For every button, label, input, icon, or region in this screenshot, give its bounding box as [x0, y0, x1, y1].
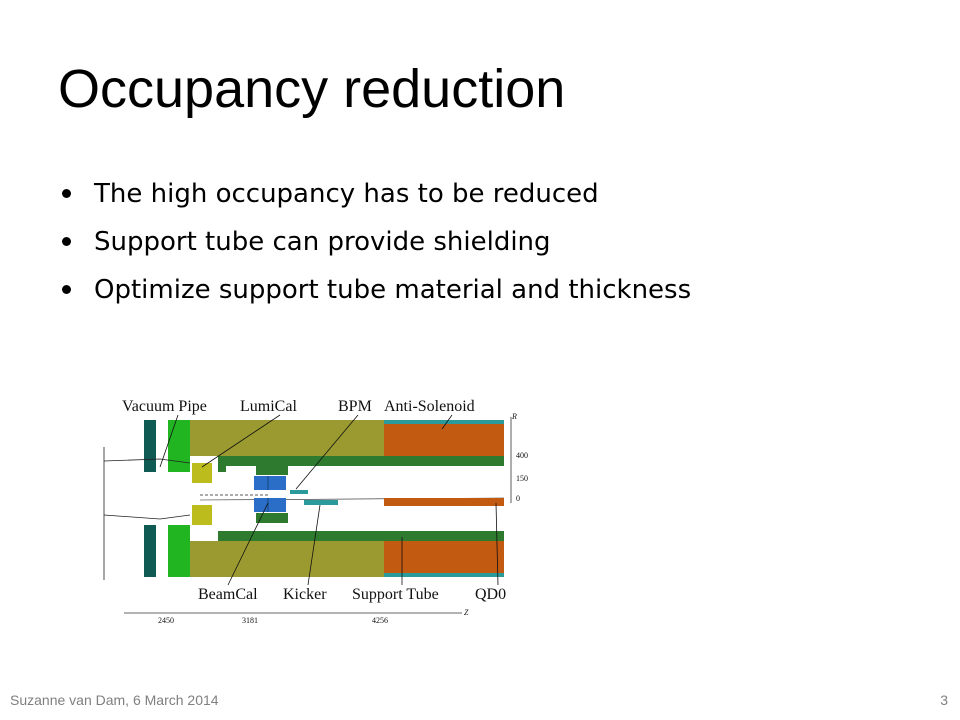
bullet-item: Optimize support tube material and thick…: [62, 268, 691, 316]
r-tick-150: 150: [516, 474, 528, 483]
lumical-top: [192, 463, 212, 483]
lumical-bottom: [192, 505, 212, 525]
bullet-icon: [62, 189, 71, 198]
label-vacuum-pipe: Vacuum Pipe: [122, 398, 207, 415]
bullet-text: The high occupancy has to be reduced: [94, 179, 599, 209]
dark-teal-block-bottom: [144, 525, 156, 577]
bullet-text: Optimize support tube material and thick…: [94, 275, 692, 305]
label-kicker: Kicker: [283, 586, 327, 603]
label-anti-solenoid: Anti-Solenoid: [384, 398, 475, 415]
bullet-icon: [62, 285, 71, 294]
bullet-item: The high occupancy has to be reduced: [62, 172, 691, 220]
beamcal-top: [254, 476, 286, 490]
label-support-tube: Support Tube: [352, 586, 439, 603]
beam-pipe-lower: [103, 514, 191, 520]
z-tick-4256: 4256: [372, 616, 388, 625]
anti-solenoid-block-bottom: [384, 541, 504, 577]
label-qd0: QD0: [475, 586, 506, 603]
dark-teal-block-top: [144, 420, 156, 472]
support-tube-bottom: [218, 531, 504, 541]
page-number: 3: [940, 692, 948, 708]
support-tube-top: [218, 456, 504, 466]
qd0-strip: [384, 498, 504, 506]
green-block-top: [168, 420, 190, 472]
teal-strip-top: [384, 420, 504, 424]
teal-strip-bottom: [384, 573, 504, 577]
r-tick-0: 0: [516, 494, 520, 503]
olive-block-top: [190, 420, 384, 456]
leader-beamcal: [227, 502, 269, 586]
kicker-mount-top: [256, 465, 288, 475]
green-block-bottom: [168, 525, 190, 577]
leader-qd0: [495, 502, 499, 586]
leader-kicker: [307, 504, 321, 586]
anti-solenoid-block-top: [384, 420, 504, 456]
footer-author-date: Suzanne van Dam, 6 March 2014: [10, 692, 219, 708]
slide-title: Occupancy reduction: [58, 59, 566, 119]
bullet-icon: [62, 237, 71, 246]
bullet-list: The high occupancy has to be reduced Sup…: [62, 172, 691, 316]
bullet-text: Support tube can provide shielding: [94, 227, 551, 257]
leader-anti-solenoid: [441, 414, 453, 430]
support-lip-top: [218, 466, 226, 472]
leader-lumical: [201, 414, 281, 468]
kicker-block: [304, 500, 338, 505]
r-axis-label: R: [511, 412, 517, 421]
detector-layout-diagram: Vacuum Pipe LumiCal BPM Anti-Solenoid Be…: [103, 398, 528, 625]
beam-pipe-upper: [103, 458, 191, 464]
label-beamcal: BeamCal: [198, 586, 258, 603]
r-tick-400: 400: [516, 451, 528, 460]
leader-vacuum-pipe: [159, 414, 179, 468]
z-tick-2450: 2450: [158, 616, 174, 625]
beamcal-bottom: [254, 498, 286, 512]
label-lumical: LumiCal: [240, 398, 297, 415]
z-axis-label: Z: [464, 608, 469, 617]
bpm-marker: [290, 490, 308, 494]
bullet-item: Support tube can provide shielding: [62, 220, 691, 268]
label-bpm: BPM: [338, 398, 372, 415]
z-tick-3181: 3181: [242, 616, 258, 625]
olive-block-bottom: [190, 541, 384, 577]
leader-bpm: [295, 414, 359, 490]
kicker-mount-bottom: [256, 513, 288, 523]
